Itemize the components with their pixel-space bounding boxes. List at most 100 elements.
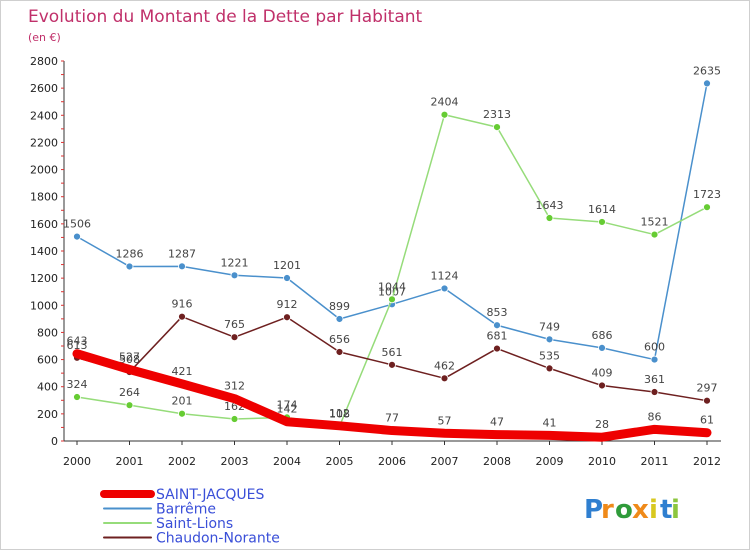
x-tick-label: 2007 [431, 455, 459, 468]
data-label: 1201 [273, 259, 301, 272]
data-label: 1124 [431, 269, 459, 282]
series-barreme: 1506 1286 1287 1221 1201 899 1007 1124 853 749 686… [63, 64, 721, 364]
series-line-barreme [76, 82, 708, 361]
data-point [440, 284, 449, 293]
data-label: 77 [385, 412, 399, 425]
legend-label-chaudon-norante: Chaudon-Norante [156, 531, 280, 547]
axes: 0 200 400 600 800 1000 1200 1400 1600 1800 2000 220… [30, 55, 721, 468]
data-label: 1506 [63, 218, 91, 231]
logo-letter: P [584, 495, 603, 525]
y-tick-label: 1800 [30, 191, 58, 204]
data-label: 112 [329, 407, 350, 420]
data-label: 57 [438, 414, 452, 427]
data-label: 1287 [168, 247, 196, 260]
data-point [703, 203, 711, 212]
legend: SAINT-JACQUESBarrêmeSaint-LionsChaudon-N… [100, 487, 280, 547]
data-point [545, 214, 554, 222]
data-label: 2313 [483, 108, 511, 121]
data-label: 916 [172, 298, 193, 311]
data-point [230, 415, 239, 423]
x-tick-label: 2006 [378, 455, 406, 468]
data-point [125, 262, 134, 271]
y-tick-label: 2000 [30, 164, 58, 177]
data-point [73, 393, 81, 401]
data-label: 47 [490, 416, 504, 429]
x-tick-label: 2012 [693, 455, 721, 468]
data-point [650, 388, 659, 396]
data-label: 527 [119, 350, 140, 363]
data-point [283, 313, 291, 322]
data-label: 174 [277, 398, 298, 411]
data-label: 421 [172, 365, 193, 378]
data-point [335, 348, 344, 356]
data-label: 765 [224, 318, 245, 331]
logo-letter: x [632, 495, 649, 525]
data-label: 600 [644, 341, 665, 354]
x-tick-label: 2003 [221, 455, 249, 468]
data-label: 201 [172, 395, 193, 408]
data-label: 324 [67, 378, 88, 391]
data-point [230, 333, 239, 342]
data-label: 561 [382, 346, 403, 359]
data-point [493, 123, 501, 131]
x-tick-label: 2004 [273, 455, 301, 468]
x-tick-label: 2009 [536, 455, 564, 468]
data-label: 361 [644, 373, 665, 386]
data-point [440, 110, 449, 119]
data-label: 264 [119, 386, 140, 399]
y-tick-label: 1600 [30, 218, 58, 231]
logo-letter: i [671, 495, 680, 525]
y-tick-label: 2800 [30, 55, 58, 68]
data-label: 409 [592, 366, 613, 379]
data-label: 142 [277, 403, 298, 416]
data-label: 2404 [431, 96, 459, 109]
data-label: 41 [543, 416, 557, 429]
data-point [230, 271, 239, 280]
series-line-saint-jacques [72, 349, 712, 442]
data-label: 1007 [378, 285, 406, 298]
data-point [545, 364, 554, 373]
x-tick-label: 2001 [116, 455, 144, 468]
data-point [598, 381, 606, 390]
data-point [545, 335, 554, 344]
data-point [178, 262, 186, 271]
series-layer: 1506 1286 1287 1221 1201 899 1007 1124 853 749 686… [63, 64, 721, 442]
y-tick-label: 2600 [30, 82, 58, 95]
y-tick-label: 1000 [30, 299, 58, 312]
data-label: 535 [539, 349, 560, 362]
y-tick-label: 2400 [30, 109, 58, 122]
x-tick-label: 2005 [326, 455, 354, 468]
chart-title: Evolution du Montant de la Dette par Hab… [28, 7, 423, 27]
data-label: 462 [434, 359, 455, 372]
data-point [440, 374, 449, 383]
y-tick-label: 2200 [30, 136, 58, 149]
data-label: 297 [697, 382, 718, 395]
data-label: 1723 [693, 188, 721, 201]
legend-label-barreme: Barrême [156, 502, 216, 518]
data-label: 853 [487, 306, 508, 319]
data-point [493, 344, 501, 353]
data-label: 28 [595, 418, 609, 431]
data-point [598, 343, 606, 352]
data-label: 1286 [116, 247, 144, 260]
y-tick-label: 600 [37, 354, 58, 367]
data-point [703, 396, 711, 405]
x-tick-label: 2000 [63, 455, 91, 468]
series-saint-jacques: 643 527 421 312 142 112 77 57 47 41 28 86 61 [67, 335, 714, 442]
data-label: 2635 [693, 64, 721, 77]
data-point [493, 321, 501, 330]
x-tick-label: 2002 [168, 455, 196, 468]
data-label: 686 [592, 329, 613, 342]
y-tick-label: 800 [37, 326, 58, 339]
logo-letter: i [649, 495, 658, 525]
data-label: 508 [119, 353, 140, 366]
data-point [388, 295, 396, 304]
data-point [283, 274, 291, 282]
x-tick-label: 2011 [641, 455, 669, 468]
data-label: 912 [277, 298, 298, 311]
data-point [388, 360, 396, 369]
data-label: 61 [700, 414, 714, 427]
logo-letter: t [660, 495, 672, 525]
